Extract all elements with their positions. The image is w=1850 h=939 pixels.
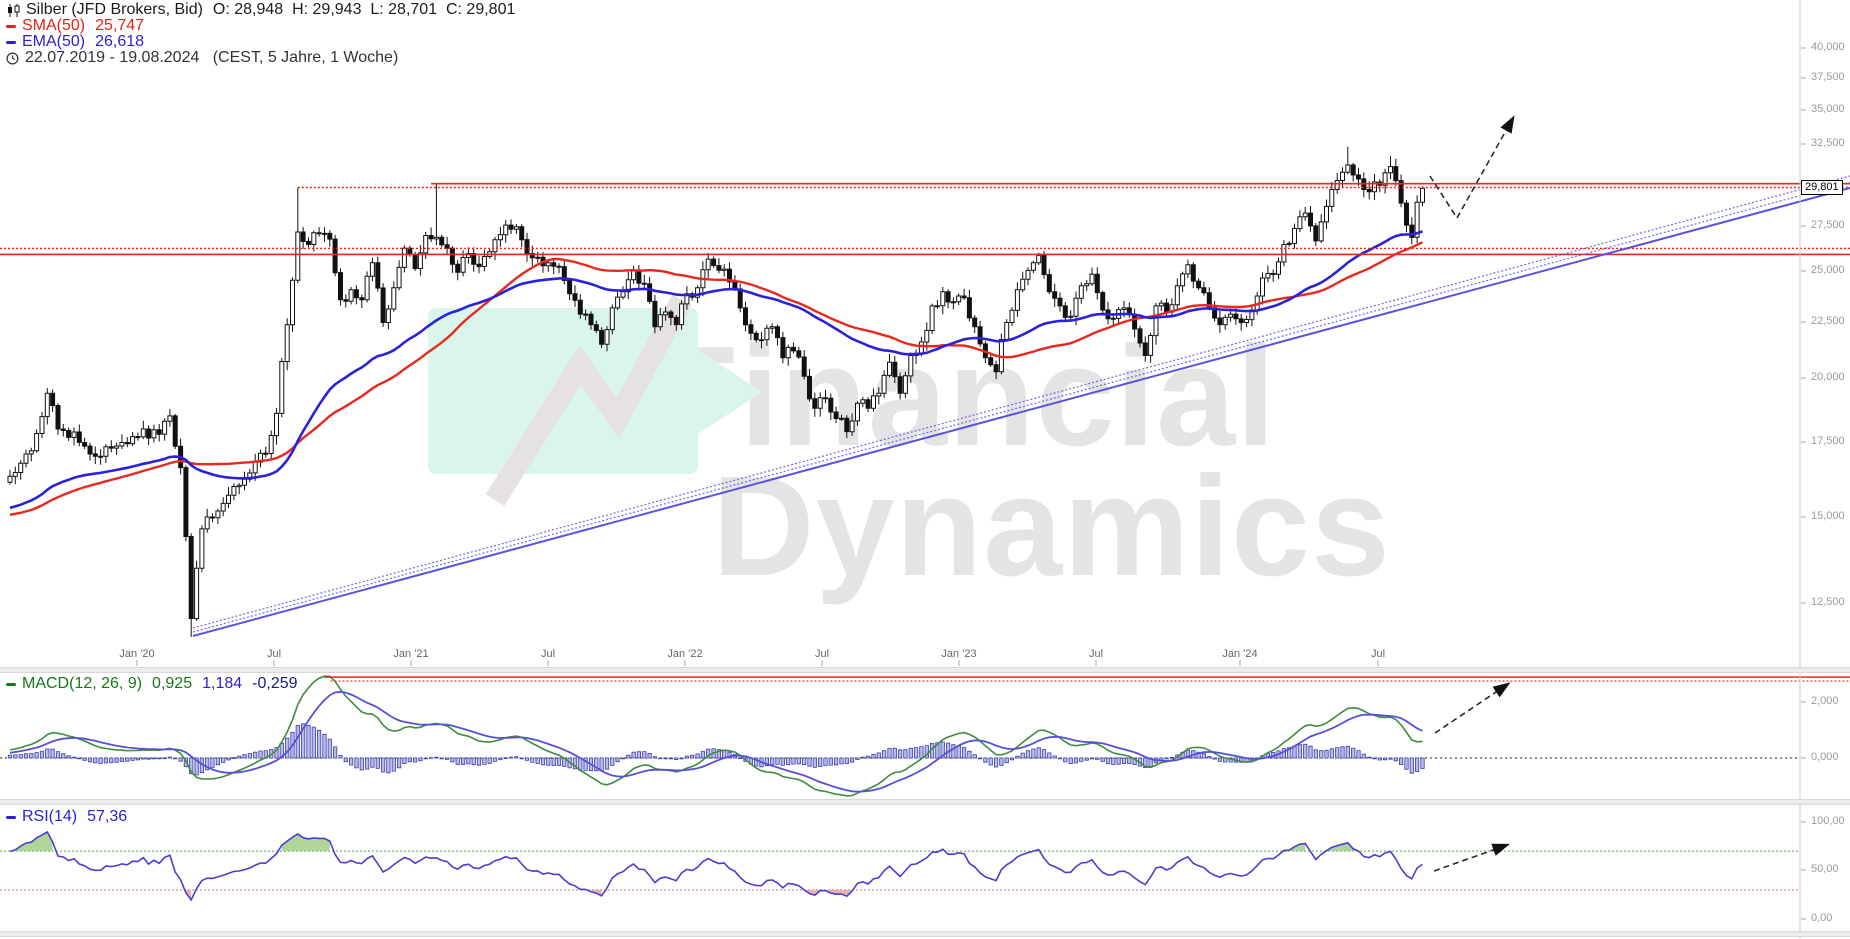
price-axis-label: 20,000 [1811, 371, 1845, 383]
ema-value: 26,618 [95, 33, 145, 50]
date-axis-label: Jul [1088, 648, 1104, 660]
price-axis-label: 40,000 [1811, 41, 1845, 53]
sma-swatch-icon [6, 24, 16, 28]
macd-arrow [1434, 682, 1511, 734]
range-legend[interactable]: 22.07.2019 - 19.08.2024 (CEST, 5 Jahre, … [6, 49, 399, 66]
ema-legend[interactable]: EMA(50) 26,618 [6, 33, 145, 50]
ema50-line [9, 230, 1423, 510]
ema-swatch-icon [6, 40, 16, 44]
rsi-value: 57,36 [87, 808, 128, 825]
date-axis-label: Jan '23 [941, 648, 977, 660]
watermark-logo [428, 294, 762, 506]
price-axis-label: 25,000 [1811, 264, 1845, 276]
rsi-axis-label: 0,00 [1811, 912, 1833, 924]
watermark-text-line2: Dynamics [712, 447, 1391, 606]
macd-line [9, 675, 1423, 797]
date-axis-label: Jan '24 [1222, 648, 1258, 660]
price-axis-label: 32,500 [1811, 137, 1845, 149]
macd-signal-line [9, 690, 1423, 793]
date-axis-label: Jan '20 [119, 648, 155, 660]
macd-pane[interactable] [0, 675, 1800, 797]
price-axis-label: 12,500 [1811, 596, 1845, 608]
date-axis-label: Jul [814, 648, 830, 660]
date-axis-label: Jul [266, 648, 282, 660]
watermark-zigzag-icon [485, 294, 692, 506]
ohlc-values: O: 28,948 H: 29,943 L: 28,701 C: 29,801 [212, 1, 516, 18]
macd-annotations [324, 676, 1850, 734]
macd-histogram [7, 723, 1425, 776]
instrument-title: Silber (JFD Brokers, Bid) [26, 1, 203, 18]
date-axis-label: Jul [540, 648, 556, 660]
macd-value: 0,925 [152, 675, 193, 692]
macd-legend[interactable]: MACD(12, 26, 9) 0,925 1,184 -0,259 [6, 675, 298, 692]
sma-label: SMA(50) [22, 17, 86, 34]
candlestick-icon [8, 3, 20, 17]
price-axis-label: 17,500 [1811, 435, 1845, 447]
sma-legend[interactable]: SMA(50) 25,747 [6, 17, 145, 34]
instrument-legend[interactable]: Silber (JFD Brokers, Bid) O: 28,948 H: 2… [6, 1, 516, 18]
rsi-overbought-fill [15, 832, 1359, 852]
macd-swatch-icon [6, 682, 16, 686]
macd-hist-value: -0,259 [252, 675, 298, 692]
date-axis-label: Jan '22 [667, 648, 703, 660]
rsi-axis-label: 50,00 [1811, 863, 1839, 875]
rsi-axis-label: 100,00 [1811, 815, 1845, 827]
rsi-arrow [1433, 843, 1511, 872]
last-price-tag: 29,801 [1801, 180, 1843, 195]
rsi-legend[interactable]: RSI(14) 57,36 [6, 808, 128, 825]
macd-axis-label: 2,000 [1811, 695, 1839, 707]
price-annotations [0, 115, 1850, 637]
price-axis-label: 27,500 [1811, 219, 1845, 231]
rsi-line [9, 830, 1423, 902]
sma50-line [9, 241, 1423, 516]
price-axis-label: 35,000 [1811, 103, 1845, 115]
macd-axis-label: 0,000 [1811, 751, 1839, 763]
rsi-annotations [1433, 843, 1511, 872]
ema-label: EMA(50) [22, 33, 86, 50]
watermark-bubble-tail [698, 350, 762, 434]
rsi-pane[interactable] [0, 830, 1800, 902]
panel-divider-rsi[interactable] [0, 799, 1850, 805]
price-axis-label: 15,000 [1811, 510, 1845, 522]
bull-candles [7, 164, 1425, 620]
panel-divider-bottom[interactable] [0, 931, 1850, 937]
clock-icon [6, 51, 19, 65]
rsi-oversold-fill [185, 889, 853, 900]
macd-signal-value: 1,184 [202, 675, 243, 692]
macd-label: MACD(12, 26, 9) [22, 675, 143, 692]
trendline-solid [192, 187, 1850, 637]
bear-candles [50, 164, 1415, 619]
rsi-label: RSI(14) [22, 808, 78, 825]
date-axis-label: Jul [1370, 648, 1386, 660]
axes [136, 0, 1806, 939]
price-axis-label: 22,500 [1811, 315, 1845, 327]
price-axis-label: 37,500 [1811, 71, 1845, 83]
date-axis-label: Jan '21 [393, 648, 429, 660]
watermark-text-line1: Financial [652, 317, 1277, 476]
price-pane[interactable] [7, 146, 1425, 637]
rsi-swatch-icon [6, 815, 16, 819]
sma-value: 25,747 [95, 17, 145, 34]
date-range-text: 22.07.2019 - 19.08.2024 (CEST, 5 Jahre, … [25, 49, 399, 66]
panel-divider-macd[interactable] [0, 667, 1850, 673]
projection-arrow [1429, 115, 1515, 220]
